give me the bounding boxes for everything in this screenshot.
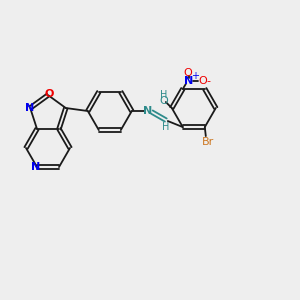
Text: N: N bbox=[143, 106, 152, 116]
Text: N: N bbox=[184, 76, 194, 86]
Text: -: - bbox=[207, 76, 211, 86]
Text: O: O bbox=[44, 89, 54, 99]
Text: O: O bbox=[198, 76, 207, 86]
Text: O: O bbox=[183, 68, 192, 78]
Text: Br: Br bbox=[202, 137, 214, 147]
Text: N: N bbox=[32, 162, 40, 172]
Text: H: H bbox=[160, 90, 167, 100]
Text: +: + bbox=[191, 71, 199, 81]
Text: H: H bbox=[162, 122, 169, 132]
Text: O: O bbox=[159, 96, 168, 106]
Text: N: N bbox=[25, 103, 34, 113]
